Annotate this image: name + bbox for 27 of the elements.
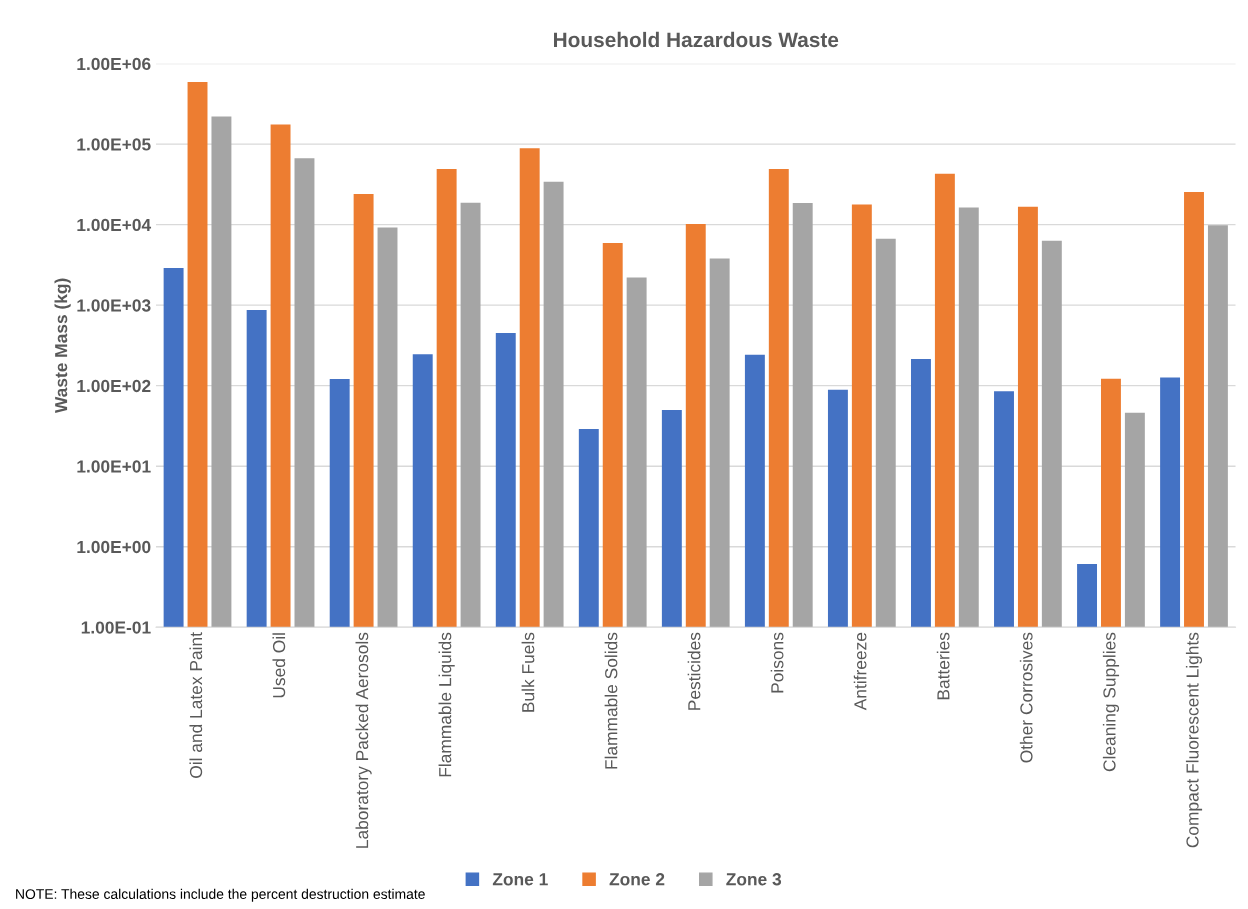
legend-label: Zone 3 — [726, 873, 782, 886]
x-tick-label: Cleaning Supplies — [1102, 632, 1120, 772]
x-tick-label: Bulk Fuels — [521, 632, 535, 712]
chart-title: Household Hazardous Waste — [554, 31, 839, 48]
x-tick-label: Used Oil — [272, 633, 286, 698]
y-tick-label: 1.00E+02 — [77, 379, 151, 393]
y-tick-label: 1.00E+03 — [77, 299, 151, 312]
x-tick-label: Other Corrosives — [1019, 632, 1033, 763]
x-tick-label: Pesticides — [687, 632, 701, 710]
y-tick-label: 1.00E+01 — [77, 460, 151, 473]
x-tick-label: Flammable Liquids — [438, 632, 455, 777]
legend-label: Zone 1 — [492, 873, 548, 886]
y-tick-label: 1.00E+04 — [77, 218, 152, 232]
y-tick-label: 1.00E+00 — [77, 540, 151, 554]
x-tick-label: Poisons — [770, 632, 784, 693]
y-tick-label: 1.00E+06 — [77, 57, 151, 71]
x-tick-label: Flammable Solids — [604, 632, 618, 769]
x-tick-label: Oil and Latex Paint — [189, 632, 203, 778]
x-tick-label: Compact Fluorescent Lights — [1185, 632, 1203, 848]
y-tick-label: 1.00E-01 — [81, 621, 151, 634]
x-tick-label: Laboratory Packed Aerosols — [355, 632, 372, 848]
x-tick-label: Batteries — [936, 632, 950, 700]
x-tick-label: Antifreeze — [853, 632, 867, 711]
text: NOTE: These calculations include the percent destruction estimate — [16, 888, 425, 902]
y-axis-title: Waste Mass (kg) — [54, 278, 71, 414]
legend-label: Zone 2 — [609, 873, 665, 886]
y-tick-label: 1.00E+05 — [77, 138, 151, 151]
